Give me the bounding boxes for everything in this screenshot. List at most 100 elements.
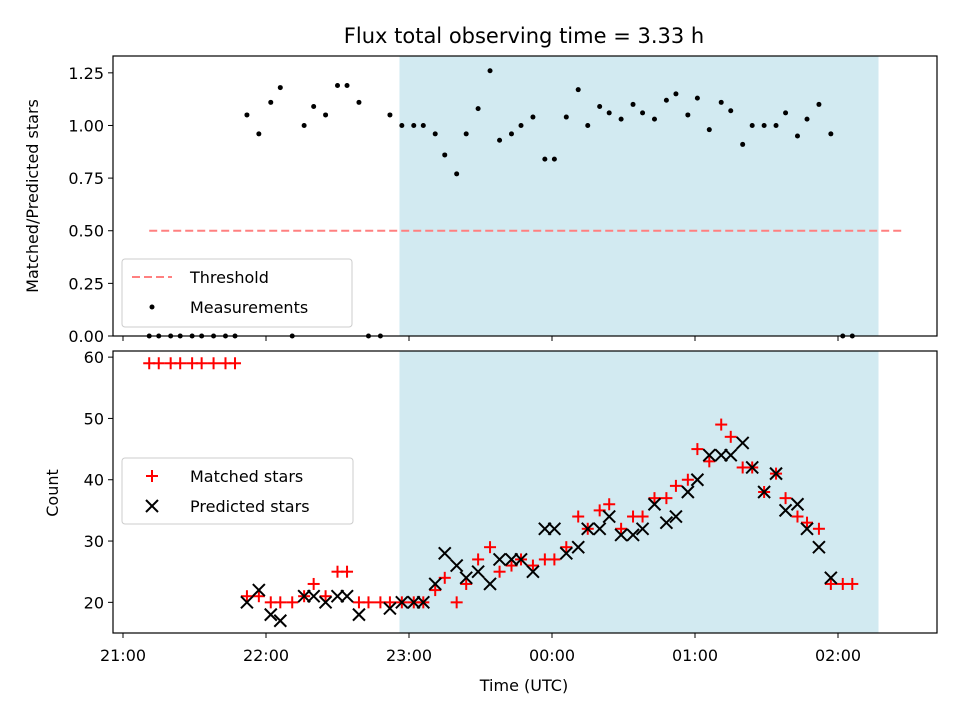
measurement-point <box>387 112 393 118</box>
predicted-star-point <box>252 583 266 597</box>
bottom-observing-window <box>399 351 879 633</box>
legend-measurements-swatch <box>149 304 155 310</box>
predicted-star-point <box>526 564 540 579</box>
matched-star-point <box>307 577 320 590</box>
measurement-point <box>311 104 317 110</box>
bottom-y-tick-label: 20 <box>84 593 104 612</box>
matched-star-point <box>660 492 673 505</box>
predicted-star-point <box>492 552 507 567</box>
bottom-y-tick-label: 60 <box>84 348 104 367</box>
predicted-star-point <box>483 577 497 591</box>
measurement-point <box>794 133 800 139</box>
bottom-y-tick-label: 50 <box>84 409 104 428</box>
matched-star-point <box>526 559 539 572</box>
measurement-point <box>475 106 481 112</box>
x-axis-label: Time (UTC) <box>479 676 568 695</box>
predicted-star-point <box>769 466 783 481</box>
predicted-star-point <box>602 509 616 524</box>
predicted-star-point <box>459 571 473 585</box>
measurement-point <box>651 116 657 122</box>
predicted-star-point <box>297 589 311 603</box>
matched-star-point <box>669 479 682 492</box>
predicted-star-point <box>778 503 793 518</box>
matched-star-point <box>615 522 628 535</box>
predicted-star-point <box>306 589 321 603</box>
matched-star-point <box>493 565 506 578</box>
matched-star-point <box>791 510 804 523</box>
predicted-star-point <box>438 546 452 561</box>
measurement-point <box>718 99 724 105</box>
matched-star-point <box>824 577 837 590</box>
measurement-point <box>694 95 700 101</box>
predicted-star-point <box>681 485 695 499</box>
legend-threshold-label: Threshold <box>189 268 269 287</box>
measurement-point <box>597 104 603 110</box>
predicted-star-point <box>635 522 650 536</box>
x-tick-label: 00:00 <box>529 646 575 665</box>
predicted-star-point <box>514 552 528 567</box>
predicted-star-point <box>812 540 826 554</box>
predicted-star-point <box>745 460 759 475</box>
matched-star-point <box>362 596 375 609</box>
predicted-star-point <box>352 607 366 622</box>
measurement-point <box>411 122 417 128</box>
predicted-star-point <box>264 607 278 622</box>
matched-star-point <box>174 357 187 370</box>
predicted-star-point <box>340 589 354 603</box>
matched-star-point <box>636 510 649 523</box>
measurement-point <box>606 110 612 116</box>
measurement-point <box>706 127 712 133</box>
matched-star-point <box>240 590 253 603</box>
legend-predicted-swatch <box>145 499 159 513</box>
predicted-star-point <box>471 564 485 579</box>
measurement-point <box>420 122 426 128</box>
legend-matched-label: Matched stars <box>190 467 303 486</box>
matched-star-point <box>548 553 561 566</box>
matched-star-point <box>460 577 473 590</box>
predicted-star-point <box>330 589 345 603</box>
bottom-y-tick-label: 40 <box>84 471 104 490</box>
matched-star-point <box>319 590 332 603</box>
predicted-star-point <box>571 540 585 554</box>
matched-star-point <box>603 498 616 511</box>
measurement-point <box>804 116 810 122</box>
x-tick-label: 21:00 <box>100 646 146 665</box>
measurement-point <box>618 116 624 122</box>
predicted-star-point <box>383 601 397 616</box>
predicted-star-point <box>273 614 288 628</box>
predicted-star-point <box>395 595 409 610</box>
matched-star-point <box>207 357 220 370</box>
measurement-point <box>277 85 283 91</box>
matched-star-point <box>724 430 737 443</box>
predicted-star-point <box>824 571 838 585</box>
matched-star-point <box>691 443 704 456</box>
predicted-star-point <box>449 558 464 573</box>
measurement-point <box>551 156 557 162</box>
x-tick-label: 22:00 <box>243 646 289 665</box>
measurement-point <box>749 122 755 128</box>
measurement-point <box>399 122 405 128</box>
predicted-star-point <box>504 552 519 567</box>
matched-star-point <box>801 516 814 529</box>
measurement-point <box>761 122 767 128</box>
matched-star-point <box>681 473 694 486</box>
predicted-star-point <box>581 522 595 536</box>
measurement-point <box>244 112 250 118</box>
legend-measurements-label: Measurements <box>190 298 308 317</box>
measurement-point <box>442 152 448 158</box>
matched-star-point <box>648 492 661 505</box>
predicted-star-point <box>416 595 431 610</box>
top-y-tick-label: 0.75 <box>68 169 104 188</box>
top-y-axis-label: Matched/Predicted stars <box>23 99 42 293</box>
measurement-point <box>542 156 548 162</box>
measurement-point <box>463 131 469 137</box>
measurement-point <box>685 112 691 118</box>
predicted-star-point <box>690 473 705 487</box>
top-y-tick-label: 1.25 <box>68 64 104 83</box>
bottom-legend: Matched stars Predicted stars <box>121 457 354 525</box>
measurement-point <box>487 68 493 74</box>
matched-star-point <box>341 565 354 578</box>
legend-predicted-label: Predicted stars <box>190 497 310 516</box>
measurement-point <box>268 99 274 105</box>
measurement-point <box>630 101 636 107</box>
